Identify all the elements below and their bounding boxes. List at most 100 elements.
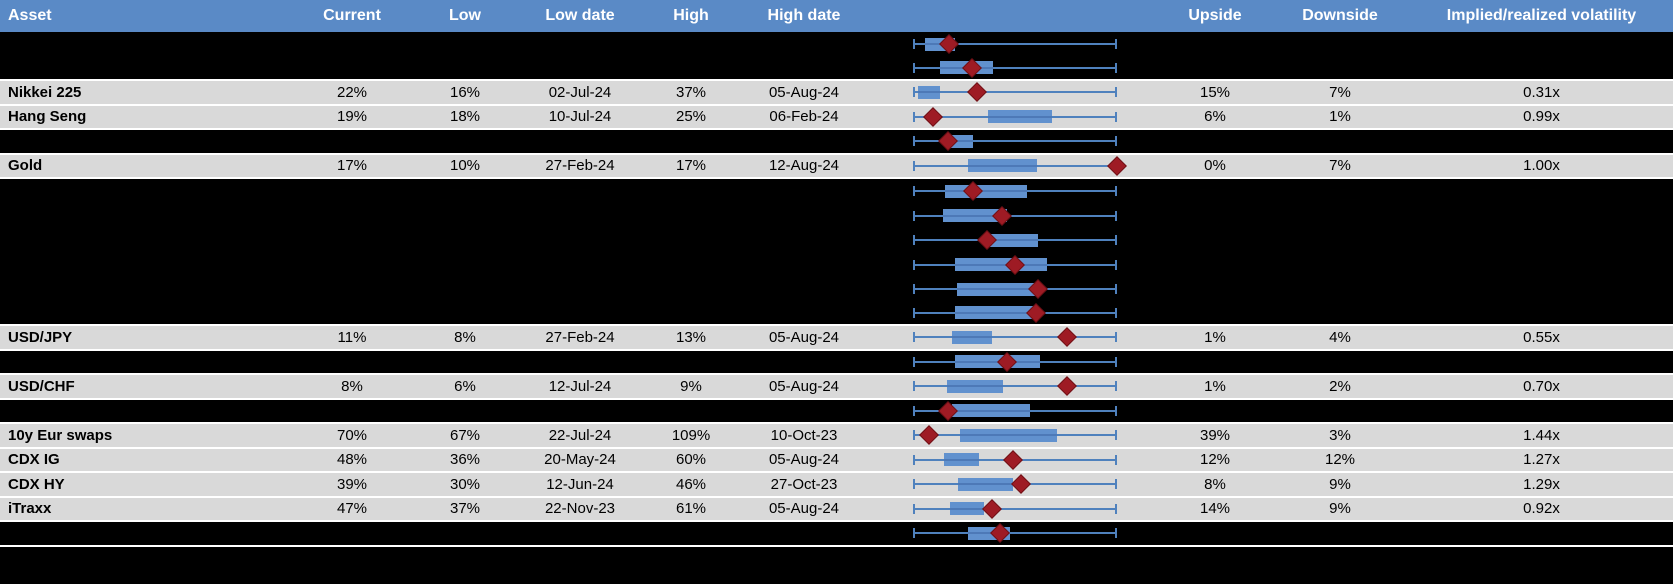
high-cell: 46% [675,475,707,493]
whisker-cap-left [913,284,915,295]
whisker-cap-left [913,430,915,441]
high-date-cell: 05-Aug-24 [768,328,840,346]
iqr-box [957,282,1038,296]
boxplot [913,179,1117,204]
whisker-cap-left [913,87,915,98]
range-chart-cell [860,277,1160,302]
upside-cell: 39% [1199,426,1231,444]
high-cell: 17% [675,157,707,175]
boxplot [913,424,1117,447]
range-chart-cell [860,326,1160,349]
whisker-cap-left [913,259,915,270]
whisker-cap-right [1115,284,1117,295]
whisker-cap-right [1115,235,1117,246]
whisker-line [913,336,1117,339]
low-date-cell: 02-Jul-24 [548,83,612,101]
whisker-line [913,385,1117,388]
whisker-line [913,91,1117,94]
boxplot [913,253,1117,278]
downside-cell: 7% [1329,157,1351,175]
range-chart-cell [860,106,1160,129]
whisker-cap-right [1115,430,1117,441]
boxplot [913,32,1117,57]
whisker-cap-right [1115,62,1117,73]
current-cell: 17% [336,157,368,175]
range-chart-cell [860,302,1160,325]
current-cell: 22% [336,83,368,101]
header-cell-asset: Asset [8,7,52,24]
range-chart-cell [860,449,1160,472]
iqr-box [955,306,1040,320]
iqr-box [958,477,1013,491]
iqr-box [955,258,1048,272]
high-date-cell: 05-Aug-24 [768,451,840,469]
low-cell: 36% [449,451,481,469]
range-chart-cell [860,204,1160,229]
asset-cell: USD/CHF [8,377,75,395]
low-date-cell: 27-Feb-24 [545,157,615,175]
header-cell-upside: Upside [1188,7,1242,24]
implied-realized-vol-cell: 0.92x [1523,500,1560,518]
downside-cell: 3% [1329,426,1351,444]
whisker-cap-right [1115,210,1117,221]
whisker-cap-left [913,503,915,514]
whisker-line [913,532,1117,535]
iqr-box [968,159,1038,173]
iqr-box [949,502,985,516]
table-row: 10y Eur swaps 70% 67% 22-Jul-24 109% 10-… [0,424,1673,449]
implied-realized-vol-cell: 1.27x [1523,451,1560,469]
current-cell: 48% [336,451,368,469]
table-row-hidden [0,252,1673,278]
current-diamond-marker [967,82,987,103]
range-chart-cell [860,130,1160,153]
implied-realized-vol-cell: 0.55x [1523,328,1560,346]
boxplot [913,228,1117,253]
low-cell: 37% [449,500,481,518]
boxplot [913,130,1117,153]
table-row-hidden [0,228,1673,253]
high-date-cell: 27-Oct-23 [770,475,838,493]
whisker-line [913,214,1117,217]
implied-realized-vol-cell: 0.70x [1523,377,1560,395]
whisker-cap-left [913,528,915,539]
header-cell-current: Current [323,7,381,24]
high-cell: 9% [680,377,702,395]
boxplot [913,204,1117,229]
implied-realized-vol-cell: 1.29x [1523,475,1560,493]
boxplot [913,57,1117,80]
table-row: Gold 17% 10% 27-Feb-24 17% 12-Aug-24 0% … [0,154,1673,179]
high-date-cell: 05-Aug-24 [768,500,840,518]
whisker-cap-right [1115,356,1117,367]
range-chart-cell [860,179,1160,204]
current-cell: 70% [336,426,368,444]
asset-cell: Hang Seng [8,108,87,126]
table-row: Nikkei 225 22% 16% 02-Jul-24 37% 05-Aug-… [0,81,1673,106]
iqr-box [945,184,1028,198]
table-row: CDX IG 48% 36% 20-May-24 60% 05-Aug-24 1… [0,448,1673,473]
high-date-cell: 10-Oct-23 [770,426,838,444]
iqr-box [988,110,1052,124]
downside-cell: 7% [1329,83,1351,101]
whisker-cap-right [1115,111,1117,122]
table-row-hidden [0,522,1673,547]
range-chart-cell [860,424,1160,447]
whisker-cap-right [1115,186,1117,197]
low-cell: 8% [454,328,476,346]
iqr-box [918,85,940,99]
range-chart-cell [860,228,1160,253]
boxplot [913,473,1117,496]
downside-cell: 2% [1329,377,1351,395]
whisker-cap-left [913,454,915,465]
upside-cell: 15% [1199,83,1231,101]
low-cell: 18% [449,108,481,126]
header-row: Asset Current Low Low date High High date Upsi… [0,0,1673,32]
table-row: CDX HY 39% 30% 12-Jun-24 46% 27-Oct-23 8… [0,473,1673,498]
downside-cell: 9% [1329,475,1351,493]
header-cell-high: High [673,7,709,24]
low-cell: 30% [449,475,481,493]
current-cell: 8% [341,377,363,395]
whisker-cap-left [913,235,915,246]
range-chart-cell [860,351,1160,374]
whisker-cap-right [1115,87,1117,98]
low-cell: 10% [449,157,481,175]
